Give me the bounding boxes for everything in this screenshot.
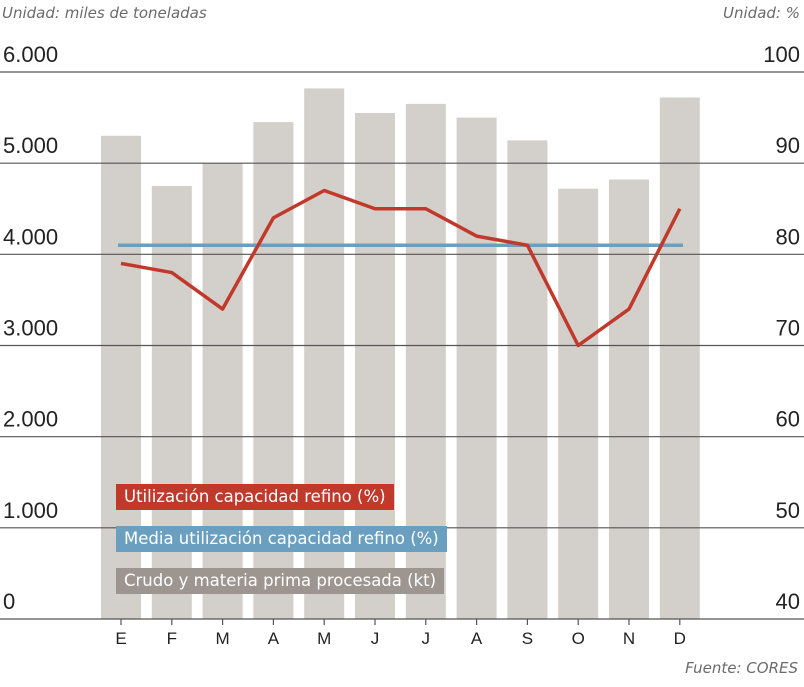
bar-10: [609, 179, 649, 619]
legend-utilizacion: Utilización capacidad refino (%): [116, 484, 394, 510]
bar-11: [659, 97, 700, 619]
bar-1: [151, 185, 192, 620]
x-tick-label: A: [471, 629, 483, 648]
x-tick-label: J: [422, 629, 431, 648]
right-tick-label: 40: [776, 589, 800, 614]
x-tick-label: E: [115, 629, 126, 648]
left-tick-label: 5.000: [3, 133, 58, 158]
right-axis-unit: Unidad: %: [723, 4, 800, 22]
x-tick-label: M: [216, 629, 230, 648]
right-tick-label: 60: [776, 407, 800, 432]
x-tick-label: M: [317, 629, 331, 648]
right-tick-label: 80: [776, 224, 800, 249]
x-tick-label: F: [167, 629, 177, 648]
right-tick-label: 70: [776, 316, 800, 341]
source-note: Fuente: CORES: [685, 659, 798, 677]
left-tick-label: 6.000: [3, 42, 58, 67]
x-tick-label: D: [674, 629, 686, 648]
left-tick-label: 3.000: [3, 316, 58, 341]
left-tick-label: 0: [3, 589, 15, 614]
right-tick-label: 100: [763, 42, 800, 67]
x-tick-label: S: [522, 629, 533, 648]
right-tick-label: 50: [776, 498, 800, 523]
left-tick-label: 1.000: [3, 498, 58, 523]
legend-crudo: Crudo y materia prima procesada (kt): [116, 568, 445, 594]
utilization-line: [120, 188, 682, 348]
x-tick-label: O: [572, 629, 585, 648]
bar-9: [558, 188, 599, 619]
x-tick-label: A: [268, 629, 280, 648]
left-tick-label: 4.000: [3, 224, 58, 249]
bar-7: [456, 117, 497, 619]
x-tick-label: N: [623, 629, 635, 648]
x-tick-label: J: [371, 629, 380, 648]
bar-8: [507, 140, 548, 619]
right-tick-label: 90: [776, 133, 800, 158]
legend-media-utilizacion: Media utilización capacidad refino (%): [116, 526, 447, 552]
left-axis-unit: Unidad: miles de toneladas: [2, 4, 207, 22]
left-tick-label: 2.000: [3, 407, 58, 432]
